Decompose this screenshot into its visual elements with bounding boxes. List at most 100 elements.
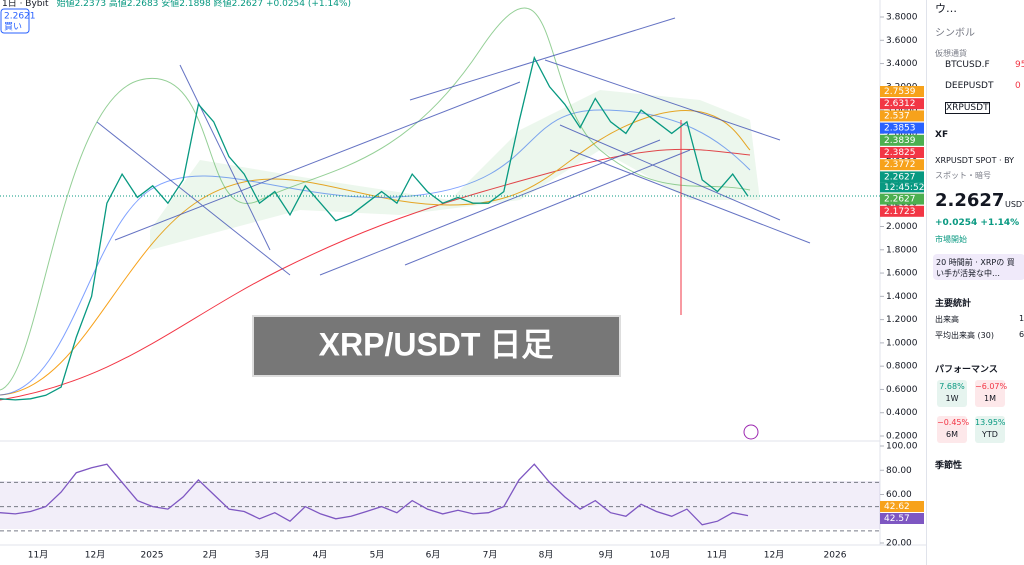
y-tick-label: 3.4000 <box>886 59 918 69</box>
price-label: 42.57 <box>884 514 910 524</box>
x-tick-label: 10月 <box>650 550 670 561</box>
y-tick-label: 2.8000 <box>886 129 918 139</box>
y-tick-label: 0.4000 <box>886 408 918 418</box>
watch-value: 0 <box>1015 81 1021 91</box>
header-ohlc: 1日 · Bybit 始値2.2373 高値2.2683 安値2.1898 終値2… <box>2 0 351 9</box>
x-tick-label: 2月 <box>203 550 218 561</box>
watch-symbol: BTCUSD.F <box>945 60 990 70</box>
news[interactable]: 20 時間前 · XRPの 買い手が活発な中… <box>933 254 1024 280</box>
price-label: 2.3825 <box>884 148 916 158</box>
tab[interactable]: ウ… <box>935 2 957 15</box>
perf-value: 7.68% <box>939 382 965 391</box>
sub: スポット・暗号 <box>935 171 991 180</box>
y-tick-label: 2.0000 <box>886 222 918 232</box>
watchlist: BTCUSD.F 95 DEEPUSDT 0 XRPUSDT <box>927 60 1024 120</box>
perf-value: −6.07% <box>975 382 1008 391</box>
unit: USDT <box>1005 200 1024 209</box>
y-tick-label: 1.4000 <box>886 292 918 302</box>
perf-period: 1M <box>984 394 996 403</box>
price-label: 2.2627 <box>884 195 916 205</box>
y-tick-label: 1.8000 <box>886 245 918 255</box>
stats-title: 主要統計 <box>935 299 972 309</box>
y-tick-label: 1.2000 <box>886 315 918 325</box>
price-label-bg <box>880 134 924 146</box>
stat-label: 平均出来高 (30) <box>935 331 994 340</box>
price-label-bg <box>880 147 924 158</box>
x-tick-label: 12月 <box>764 550 784 561</box>
price-label-bg <box>880 193 924 205</box>
order-side: 買い <box>4 22 22 33</box>
price-label-bg <box>880 122 924 134</box>
order-price: 2.2621 <box>4 12 36 22</box>
perf-cell: 7.68% 1W <box>937 380 967 407</box>
change: +0.0254 +1.14% <box>935 218 1020 228</box>
perf-period: YTD <box>982 430 998 439</box>
season: 季節性 <box>935 461 963 471</box>
perf-value: −0.45% <box>937 418 970 427</box>
price-label: 2.3853 <box>884 124 916 134</box>
perf-period: 6M <box>946 430 958 439</box>
banner: XRP/USDT 日足 <box>319 326 554 362</box>
x-tick-label: 6月 <box>426 550 441 561</box>
watch-value: 95 <box>1015 60 1024 70</box>
group: 仮想通貨 <box>935 49 967 58</box>
y-tick-label: 80.00 <box>886 466 912 476</box>
price-label-bg <box>880 110 924 122</box>
x-tick-label: 9月 <box>599 550 614 561</box>
price-label-bg <box>880 86 924 97</box>
y-tick-label: 1.6000 <box>886 269 918 279</box>
x-tick-label: 8月 <box>539 550 554 561</box>
perf-period: 1W <box>945 394 959 403</box>
price-label-bg <box>880 159 924 171</box>
perf-cell: −0.45% 6M <box>937 416 970 443</box>
series-line <box>0 463 749 526</box>
x-tick-label: 7月 <box>483 550 498 561</box>
y-tick-label: 3.8000 <box>886 13 918 23</box>
perf: 7.68% 1W −6.07% 1M −0.45% 6M 13.95% YTD <box>927 380 1024 443</box>
stats: 出来高 1 平均出来高 (30) 6 <box>927 314 1024 344</box>
x-tick-label: 2026 <box>824 551 847 561</box>
price-label: 2.1723 <box>884 207 916 217</box>
x-tick-label: 2025 <box>141 551 164 561</box>
perf-value: 13.95% <box>975 418 1006 427</box>
countdown-bg <box>880 182 924 193</box>
perf-title: パフォーマンス <box>935 365 998 375</box>
x-tick-label: 5月 <box>370 550 385 561</box>
price-label-bg <box>880 171 924 183</box>
stat-value: 1 <box>1019 314 1024 323</box>
price-label-bg <box>880 205 924 217</box>
y-tick-label: 60.00 <box>886 490 912 500</box>
countdown: 12:45:52 <box>884 183 924 193</box>
price-label-bg <box>880 98 924 110</box>
desc: XRPUSDT SPOT · BY <box>935 156 1015 165</box>
stat-label: 出来高 <box>935 315 959 324</box>
y-tick-label: 0.6000 <box>886 385 918 395</box>
price-label: 2.3839 <box>884 136 916 146</box>
series-line <box>0 55 749 401</box>
price-label-bg <box>880 513 924 524</box>
side-panel: ウ… シンボル 仮想通貨 BTCUSD.F 95 DEEPUSDT 0 XRPUSDT … <box>926 0 1024 565</box>
y-tick-label: 0.2000 <box>886 432 918 442</box>
y-tick-label: 0.8000 <box>886 362 918 372</box>
y-tick-label: 100.00 <box>886 442 918 452</box>
price-label: 2.6312 <box>884 99 916 109</box>
perf-cell: −6.07% 1M <box>975 380 1008 407</box>
status: 市場開始 <box>935 235 967 244</box>
price-label: 2.2627 <box>884 172 916 182</box>
stat-value: 6 <box>1019 330 1024 339</box>
x-tick-label: 12月 <box>85 550 105 561</box>
heading: シンボル <box>935 28 975 39</box>
price-label: 2.537 <box>884 111 910 121</box>
y-tick-label: 20.00 <box>886 539 912 549</box>
x-tick-label: 4月 <box>313 550 328 561</box>
logo: XF <box>935 130 949 140</box>
price: 2.2627 <box>935 190 1005 211</box>
price-label: 42.62 <box>884 502 910 512</box>
chart: 1日 · Bybit 始値2.2373 高値2.2683 安値2.1898 終値2… <box>0 0 926 561</box>
order-box[interactable] <box>0 8 30 34</box>
x-tick-label: 11月 <box>28 550 48 561</box>
price-label: 2.7539 <box>884 87 916 97</box>
price-label-bg <box>880 501 924 512</box>
banner-box <box>252 315 621 377</box>
